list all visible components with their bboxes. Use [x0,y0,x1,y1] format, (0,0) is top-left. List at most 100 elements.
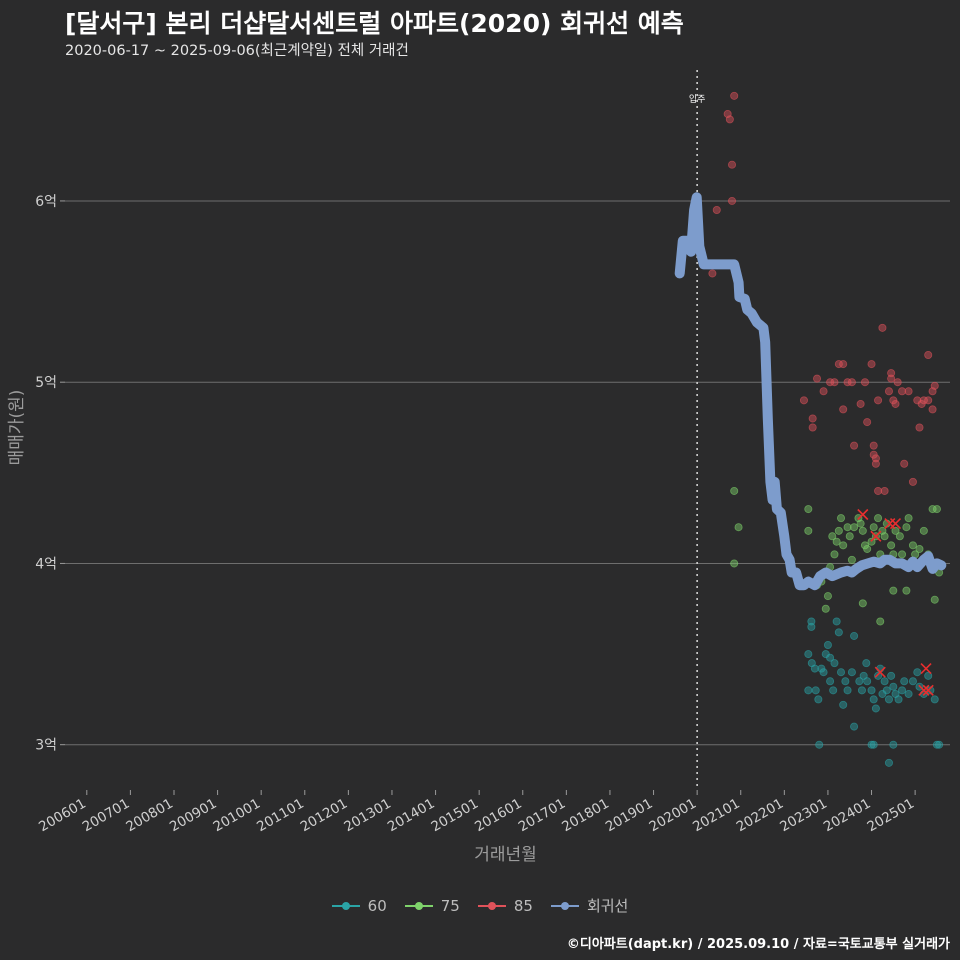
legend-item-85[interactable]: 85 [477,897,533,915]
data-point-75 [823,592,832,601]
legend-item-60[interactable]: 60 [331,897,387,915]
data-point-85 [839,405,848,414]
data-point-75 [915,544,924,553]
data-point-60 [863,677,872,686]
data-point-75 [932,505,941,514]
points-layer [695,91,944,767]
legend-key-75 [404,898,433,914]
source-caption: ©디아파트(dapt.kr) / 2025.09.10 / 자료=국토교통부 실… [566,937,950,952]
data-point-60 [900,677,909,686]
legend-item-regression[interactable]: 회귀선 [550,895,628,916]
data-point-85 [904,387,913,396]
x-tick-label: 202201 [734,796,787,836]
data-point-60 [869,695,878,704]
data-point-60 [867,740,876,749]
data-point-60 [807,622,816,631]
data-point-85 [871,454,880,463]
data-point-85 [728,160,737,169]
data-point-75 [837,514,846,523]
data-point-60 [810,664,819,673]
data-point-75 [889,586,898,595]
data-point-60 [898,686,907,695]
data-point-75 [898,550,907,559]
x-tick-label: 202401 [821,796,874,836]
legend-item-75[interactable]: 75 [404,896,460,915]
data-point-85 [880,486,889,495]
data-point-85 [928,405,937,414]
x-tick-label: 201901 [603,796,656,836]
data-point-85 [712,205,721,214]
x-tick-label: 201501 [429,796,482,836]
data-point-75 [876,617,885,626]
y-axis-title: 매매가(원) [7,390,27,466]
data-point-60 [894,695,903,704]
x-tick-label: 201601 [472,796,525,836]
cancel-mark [874,666,886,678]
cancel-mark [889,517,902,530]
data-point-60 [932,740,941,749]
cancel-mark-stroke [857,508,869,521]
legend-key-regression [550,898,579,914]
data-point-60 [826,653,835,662]
data-point-60 [889,682,898,691]
data-point-85 [878,323,887,332]
data-point-85 [826,378,835,387]
data-point-75 [858,599,867,608]
data-point-60 [843,686,852,695]
data-point-60 [857,686,866,695]
data-point-60 [847,668,856,677]
data-point-85 [725,115,734,124]
data-point-85 [730,91,739,100]
x-tick-label: 201001 [211,796,264,836]
data-point-60 [829,686,838,695]
data-point-75 [919,526,928,535]
data-point-75 [850,523,859,532]
data-point-85 [834,360,843,369]
data-point-85 [728,196,737,205]
data-point-60 [926,686,935,695]
x-tick-label: 201101 [254,796,307,836]
data-point-60 [832,617,841,626]
legend-key-60 [331,898,360,914]
reference-label: 입주 [689,93,706,105]
data-point-75 [904,514,913,523]
data-point-75 [804,526,813,535]
data-point-75 [856,519,865,528]
x-tick-label: 200801 [123,796,176,836]
data-point-60 [807,617,816,626]
data-point-60 [869,740,878,749]
data-point-75 [839,541,848,550]
data-point-85 [869,441,878,450]
data-point-85 [874,396,883,405]
data-point-75 [887,541,896,550]
data-point-75 [930,595,939,604]
data-point-85 [860,378,869,387]
chart-subtitle: 2020-06-17 ~ 2025-09-06(최근계약일) 전체 거래건 [65,43,409,59]
cancel-mark-stroke [918,684,930,696]
data-point-75 [908,541,917,550]
data-point-60 [874,671,883,680]
data-point-75 [902,586,911,595]
data-point-75 [847,555,856,564]
data-point-60 [850,631,859,640]
y-tick-label: 3억 [35,738,57,754]
legend-key-85 [477,898,506,914]
data-point-75 [843,523,852,532]
data-point-60 [819,668,828,677]
data-point-85 [839,360,848,369]
x-tick-label: 201701 [516,796,569,836]
data-point-85 [900,459,909,468]
data-point-75 [895,532,904,541]
legend-label-75: 75 [440,896,460,915]
x-tick-label: 200601 [36,796,89,836]
data-point-75 [845,532,854,541]
cancel-mark [922,684,934,696]
data-point-60 [924,671,933,680]
data-point-85 [708,269,717,278]
x-tick-label: 201401 [385,796,438,836]
data-point-85 [924,350,933,359]
x-tick-label: 202001 [647,796,700,836]
data-point-60 [862,659,871,668]
data-point-60 [834,628,843,637]
